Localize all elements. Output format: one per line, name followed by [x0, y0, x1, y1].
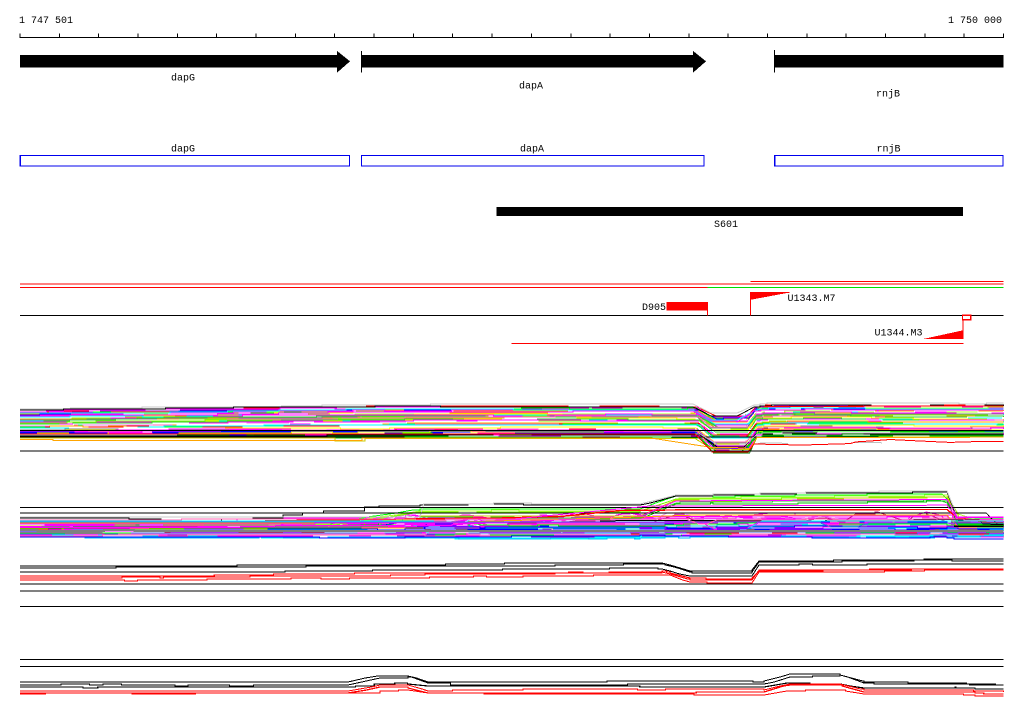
- svg-text:dapA: dapA: [519, 81, 543, 93]
- svg-text:U1343.M7: U1343.M7: [788, 294, 836, 305]
- svg-text:1 750 000: 1 750 000: [948, 16, 1002, 27]
- svg-text:1 747 501: 1 747 501: [19, 16, 73, 27]
- svg-text:dapG: dapG: [171, 144, 195, 156]
- svg-text:dapA: dapA: [520, 144, 544, 156]
- svg-text:S601: S601: [714, 220, 738, 231]
- svg-text:rnjB: rnjB: [876, 89, 900, 101]
- svg-text:D905: D905: [642, 303, 666, 314]
- svg-text:dapG: dapG: [171, 73, 195, 85]
- svg-text:U1344.M3: U1344.M3: [874, 328, 922, 339]
- svg-text:rnjB: rnjB: [876, 144, 900, 156]
